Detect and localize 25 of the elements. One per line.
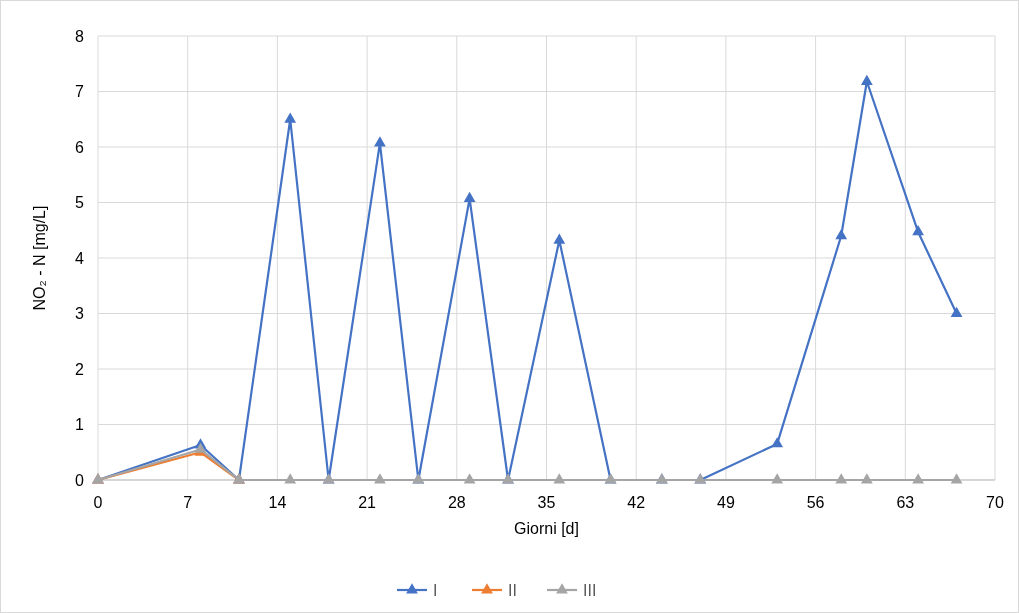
y-tick-label: 2 <box>75 360 85 378</box>
y-tick-label: 5 <box>75 194 85 212</box>
x-tick-label: 42 <box>627 494 646 511</box>
x-tick-label: 63 <box>896 494 915 511</box>
x-tick-label: 70 <box>986 494 1004 511</box>
x-tick-label: 21 <box>358 494 377 511</box>
x-tick-label: 28 <box>447 494 466 511</box>
legend-label: II <box>508 581 517 599</box>
y-tick-label: 7 <box>75 83 85 101</box>
legend-label: I <box>433 581 438 599</box>
x-tick-label: 0 <box>93 494 103 511</box>
legend-label: III <box>583 581 597 599</box>
y-tick-label: 4 <box>75 249 85 267</box>
y-tick-label: 8 <box>75 27 85 45</box>
x-tick-label: 56 <box>806 494 825 511</box>
y-tick-label: 3 <box>75 305 85 323</box>
x-tick-label: 35 <box>537 494 556 511</box>
y-tick-label: 6 <box>75 138 85 156</box>
x-tick-label: 14 <box>268 494 287 511</box>
y-tick-label: 0 <box>75 471 85 489</box>
x-axis-title: Giorni [d] <box>514 520 579 537</box>
x-tick-label: 49 <box>717 494 735 511</box>
y-axis-title: NO₂ - N [mg/L] <box>31 205 48 311</box>
y-tick-label: 1 <box>75 416 85 434</box>
x-tick-label: 7 <box>183 494 193 511</box>
